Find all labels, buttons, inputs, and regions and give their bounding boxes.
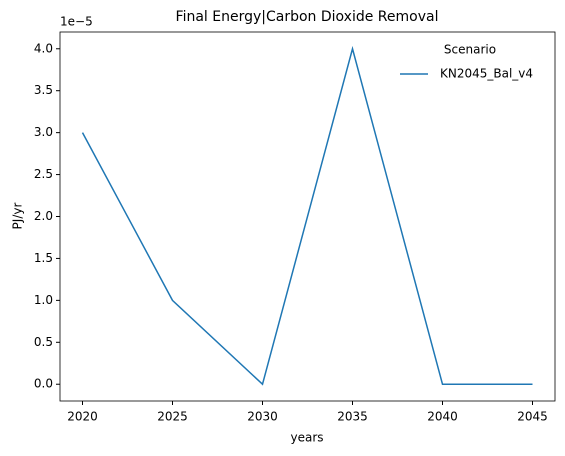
x-tick-label: 2040: [427, 410, 458, 424]
x-tick-label: 2035: [337, 410, 368, 424]
data-line: [81, 45, 533, 386]
x-axis-label: years: [290, 431, 323, 445]
y-tick-label: 2.5: [34, 167, 53, 181]
y-tick-label: 3.5: [34, 83, 53, 97]
legend-title: Scenario: [444, 43, 496, 57]
y-tick-label: 4.0: [34, 41, 53, 55]
y-tick-label: 2.0: [34, 209, 53, 223]
y-axis-label: PJ/yr: [11, 203, 25, 230]
x-tick-label: 2045: [517, 410, 548, 424]
x-tick-label: 2030: [247, 410, 278, 424]
y-offset-label: 1e−5: [60, 15, 93, 29]
chart-title: Final Energy|Carbon Dioxide Removal: [176, 9, 439, 25]
y-tick-label: 1.0: [34, 293, 53, 307]
y-tick-label: 3.0: [34, 125, 53, 139]
y-tick-label: 1.5: [34, 251, 53, 265]
y-tick-label: 0.5: [34, 335, 53, 349]
x-tick-label: 2020: [67, 410, 98, 424]
y-tick-label: 0.0: [34, 377, 53, 391]
x-tick-label: 2025: [157, 410, 188, 424]
plot-frame: [59, 31, 556, 402]
legend-label: KN2045_Bal_v4: [440, 67, 533, 81]
